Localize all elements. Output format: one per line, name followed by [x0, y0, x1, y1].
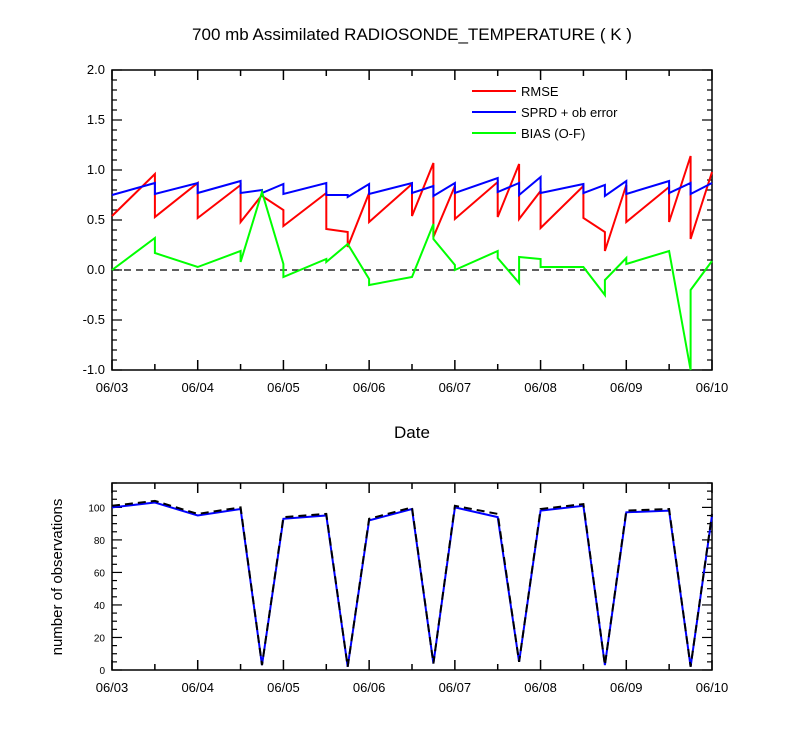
series-line-sprd-ob-error: [111, 174, 713, 199]
y-tick-label: 40: [94, 601, 106, 612]
series-line-bias-o-f: [111, 188, 713, 371]
y-tick-label: 0: [99, 666, 105, 677]
y-axis-label-observations: number of observations: [49, 499, 66, 656]
x-tick-label: 06/07: [439, 680, 472, 695]
x-tick-label: 06/10: [696, 680, 729, 695]
x-tick-label: 06/06: [353, 380, 386, 395]
x-axis-label: Date: [394, 423, 430, 442]
legend-label: SPRD + ob error: [521, 105, 618, 120]
legend-label: BIAS (O-F): [521, 126, 585, 141]
bottom-chart: 06/03 06/04 06/05 06/06 06/07 06/08 06/09 06/10…: [88, 482, 729, 695]
x-tick-label: 06/05: [267, 680, 300, 695]
x-tick-label: 06/08: [524, 680, 557, 695]
x-tick-label: 06/09: [610, 380, 643, 395]
x-tick-label: 06/04: [181, 680, 214, 695]
x-tick-label: 06/03: [96, 680, 129, 695]
x-tick-label: 06/09: [610, 680, 643, 695]
y-tick-label: -1.0: [83, 362, 105, 377]
legend-label: RMSE: [521, 84, 559, 99]
y-tick-label: 2.0: [87, 62, 105, 77]
y-tick-label: 100: [88, 503, 105, 514]
x-tick-label: 06/07: [439, 380, 472, 395]
y-tick-label: 20: [94, 633, 106, 644]
top-chart: 06/03 06/04 06/05 06/06 06/07 06/08 06/09 06/10…: [83, 62, 729, 395]
x-tick-label: 06/06: [353, 680, 386, 695]
x-tick-label: 06/04: [181, 380, 214, 395]
y-tick-label: 60: [94, 568, 106, 579]
y-tick-label: 80: [94, 536, 106, 547]
y-tick-label: 0.0: [87, 262, 105, 277]
x-tick-label: 06/03: [96, 380, 129, 395]
y-tick-label: 1.0: [87, 162, 105, 177]
series-line-solid: [111, 501, 713, 667]
y-tick-label: 1.5: [87, 112, 105, 127]
series-line-dashed: [111, 499, 713, 667]
y-tick-label: 0.5: [87, 212, 105, 227]
series-line-rmse: [111, 155, 713, 252]
chart-title: 700 mb Assimilated RADIOSONDE_TEMPERATUR…: [192, 25, 632, 44]
x-tick-label: 06/05: [267, 380, 300, 395]
y-tick-label: -0.5: [83, 312, 105, 327]
plot-frame: [111, 69, 713, 371]
x-tick-label: 06/10: [696, 380, 729, 395]
x-tick-label: 06/08: [524, 380, 557, 395]
